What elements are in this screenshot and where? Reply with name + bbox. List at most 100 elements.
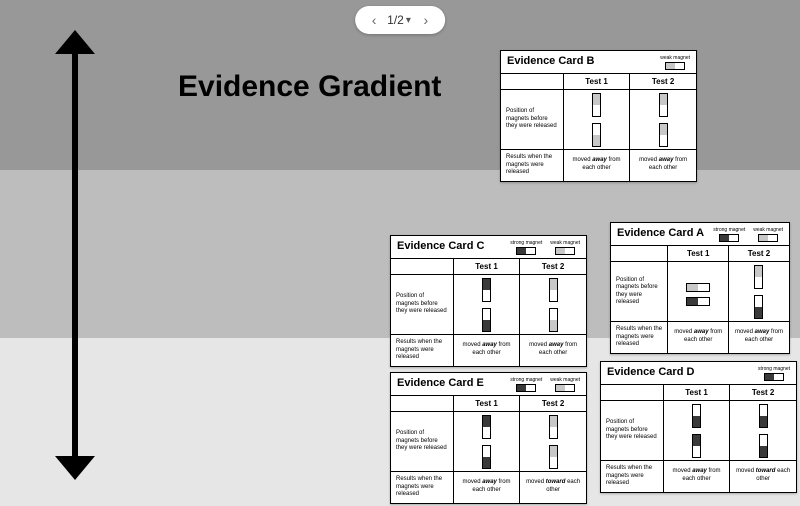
legend-weak-label: weak magnet	[660, 55, 690, 61]
cell-test1-result: moved away from each other	[453, 335, 519, 366]
card-table: Test 1Test 2 Position of magnets before …	[601, 385, 796, 492]
cell-test1-result: moved away from each other	[668, 322, 729, 353]
evidence-card-e[interactable]: Evidence Card E strong magnet weak magne…	[390, 372, 587, 504]
card-table: Test 1Test 2 Position of magnets before …	[391, 396, 586, 503]
legend-weak: weak magnet	[550, 240, 580, 255]
magnet-icon	[692, 404, 701, 428]
magnet-icon	[482, 308, 491, 332]
row-position-label: Position of magnets before they were rel…	[391, 275, 453, 335]
magnet-pair	[692, 404, 701, 458]
card-header: Evidence Card A strong magnet weak magne…	[611, 223, 789, 246]
cell-test1-result: moved away from each other	[563, 150, 629, 181]
magnet-icon	[549, 278, 558, 302]
evidence-card-c[interactable]: Evidence Card C strong magnet weak magne…	[390, 235, 587, 367]
magnet-icon	[482, 415, 491, 439]
magnet-icon	[754, 295, 763, 319]
col-test2: Test 2	[730, 385, 796, 401]
col-test1: Test 1	[563, 74, 629, 90]
row-results-label: Results when the magnets were released	[601, 461, 663, 492]
legend-strong: strong magnet	[510, 240, 542, 255]
card-header: Evidence Card E strong magnet weak magne…	[391, 373, 586, 396]
row-position-label: Position of magnets before they were rel…	[391, 412, 453, 472]
page-title: Evidence Gradient	[178, 70, 441, 104]
cell-test2-magnets	[728, 262, 789, 322]
card-title: Evidence Card C	[397, 240, 484, 252]
row-position-label: Position of magnets before they were rel…	[611, 262, 668, 322]
magnet-pair	[549, 278, 558, 332]
col-test2: Test 2	[728, 246, 789, 262]
card-legend: strong magnet weak magnet	[510, 240, 580, 255]
cell-test2-magnets	[520, 412, 586, 472]
legend-strong: strong magnet	[510, 377, 542, 392]
magnet-pair	[754, 265, 763, 319]
cell-test1-magnets	[668, 262, 729, 322]
cell-test1-magnets	[663, 401, 729, 461]
cell-test1-magnets	[563, 90, 629, 150]
cell-test2-result: moved toward each other	[730, 461, 796, 492]
legend-weak-label: weak magnet	[550, 240, 580, 246]
col-test2: Test 2	[520, 396, 586, 412]
legend-weak: weak magnet	[550, 377, 580, 392]
row-results-label: Results when the magnets were released	[391, 335, 453, 366]
row-results-label: Results when the magnets were released	[391, 472, 453, 503]
magnet-pair	[659, 93, 668, 147]
cell-test1-result: moved away from each other	[663, 461, 729, 492]
cell-test2-magnets	[730, 401, 796, 461]
cell-test1-magnets	[453, 412, 519, 472]
legend-weak-swatch	[665, 62, 685, 70]
legend-strong-label: strong magnet	[510, 377, 542, 383]
magnet-icon	[759, 404, 768, 428]
cell-test2-magnets	[520, 275, 586, 335]
magnet-pair	[549, 415, 558, 469]
legend-strong-swatch	[764, 373, 784, 381]
col-test2: Test 2	[520, 259, 586, 275]
legend-strong-swatch	[719, 234, 739, 242]
evidence-card-a[interactable]: Evidence Card A strong magnet weak magne…	[610, 222, 790, 354]
col-test2: Test 2	[630, 74, 696, 90]
magnet-icon	[759, 434, 768, 458]
arrow-head-down-icon	[55, 456, 95, 480]
legend-strong-label: strong magnet	[510, 240, 542, 246]
card-header: Evidence Card B weak magnet	[501, 51, 696, 74]
magnet-pair	[592, 93, 601, 147]
legend-weak-label: weak magnet	[550, 377, 580, 383]
legend-strong: strong magnet	[758, 366, 790, 381]
legend-strong: strong magnet	[713, 227, 745, 242]
magnet-icon	[686, 283, 710, 292]
page-nav: ‹ 1/2 ▾ ›	[355, 6, 445, 34]
card-title: Evidence Card D	[607, 366, 694, 378]
card-header: Evidence Card C strong magnet weak magne…	[391, 236, 586, 259]
row-position-label: Position of magnets before they were rel…	[601, 401, 663, 461]
card-table: Test 1Test 2 Position of magnets before …	[611, 246, 789, 353]
page-indicator: 1/2	[385, 13, 406, 27]
cell-test1-magnets	[453, 275, 519, 335]
page-dropdown-icon[interactable]: ▾	[406, 15, 415, 26]
arrow-shaft	[72, 48, 78, 462]
prev-button[interactable]: ‹	[363, 12, 385, 28]
card-title: Evidence Card B	[507, 55, 594, 67]
magnet-icon	[754, 265, 763, 289]
next-button[interactable]: ›	[415, 12, 437, 28]
magnet-pair	[759, 404, 768, 458]
legend-weak-swatch	[555, 384, 575, 392]
evidence-card-d[interactable]: Evidence Card D strong magnet Test 1Test…	[600, 361, 797, 493]
card-legend: weak magnet	[660, 55, 690, 70]
legend-strong-label: strong magnet	[713, 227, 745, 233]
magnet-pair	[482, 278, 491, 332]
col-test1: Test 1	[453, 396, 519, 412]
legend-strong-swatch	[516, 247, 536, 255]
cell-test2-result: moved away from each other	[728, 322, 789, 353]
cell-test1-result: moved away from each other	[453, 472, 519, 503]
magnet-icon	[549, 415, 558, 439]
legend-weak-swatch	[555, 247, 575, 255]
magnet-icon	[659, 93, 668, 117]
card-legend: strong magnet weak magnet	[713, 227, 783, 242]
card-table: Test 1Test 2 Position of magnets before …	[501, 74, 696, 181]
gradient-arrow	[55, 30, 95, 480]
cell-test2-result: moved away from each other	[520, 335, 586, 366]
card-header: Evidence Card D strong magnet	[601, 362, 796, 385]
legend-weak: weak magnet	[753, 227, 783, 242]
cell-test2-result: moved toward each other	[520, 472, 586, 503]
evidence-card-b[interactable]: Evidence Card B weak magnet Test 1Test 2…	[500, 50, 697, 182]
row-position-label: Position of magnets before they were rel…	[501, 90, 563, 150]
